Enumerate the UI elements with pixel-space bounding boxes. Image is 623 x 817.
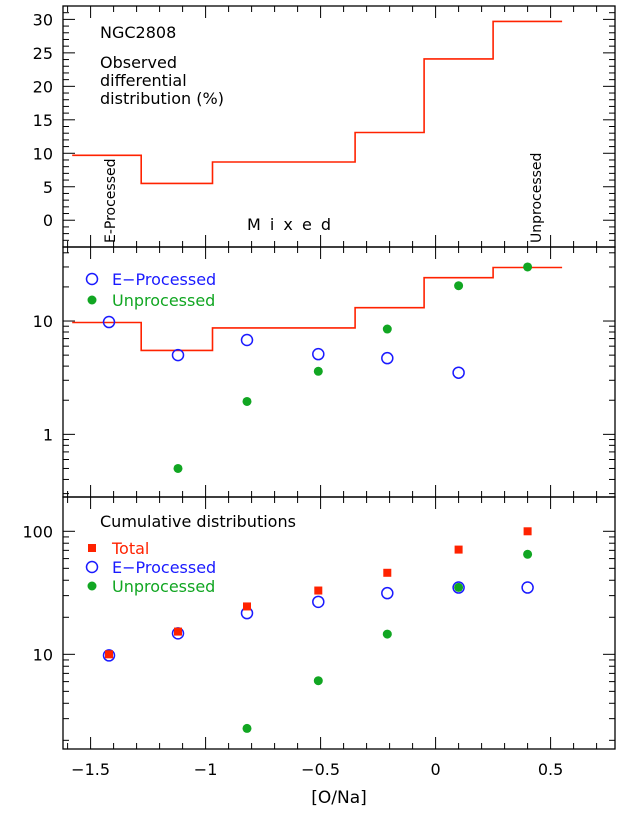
x-tick-label: −1 <box>194 760 218 779</box>
bottom-legend-marker <box>88 544 96 552</box>
x-tick-label: −0.5 <box>301 760 340 779</box>
bottom-point-eprocessed <box>452 581 465 594</box>
top-y-tick-label: 30 <box>33 10 53 29</box>
annotation-line-2: differential <box>100 71 187 90</box>
middle-point-unprocessed <box>242 396 252 406</box>
bottom-legend-marker <box>85 560 99 574</box>
bottom-point-eprocessed <box>521 581 534 594</box>
bottom-legend-marker <box>87 581 97 591</box>
middle-point-eprocessed <box>171 348 185 362</box>
middle-point-unprocessed <box>454 281 464 291</box>
bottom-y-tick-label: 10 <box>33 645 53 664</box>
middle-legend-label: E−Processed <box>112 270 216 289</box>
bottom-point-unprocessed <box>382 629 392 639</box>
bottom-legend-label: E−Processed <box>112 558 216 577</box>
bottom-point-unprocessed <box>523 549 533 559</box>
top-y-tick-label: 20 <box>33 77 53 96</box>
bottom-point-total <box>174 627 182 636</box>
bottom-panel-frame <box>62 496 616 750</box>
annotation-line-1: Observed <box>100 53 177 72</box>
middle-point-unprocessed <box>382 324 392 334</box>
bottom-panel-title: Cumulative distributions <box>100 512 296 531</box>
middle-point-unprocessed <box>523 262 533 272</box>
middle-y-tick-label: 1 <box>43 425 53 444</box>
middle-histogram-line <box>72 266 563 352</box>
bottom-point-total <box>314 586 323 595</box>
middle-point-unprocessed <box>313 366 323 376</box>
region-label-eprocessed: E-Processed <box>103 158 119 243</box>
x-tick-label: 0.5 <box>538 760 563 779</box>
top-histogram-line <box>72 20 563 185</box>
middle-point-eprocessed <box>102 315 116 329</box>
bottom-point-unprocessed <box>313 676 323 686</box>
bottom-point-eprocessed <box>312 595 325 609</box>
top-y-tick-label: 5 <box>43 178 53 197</box>
top-y-tick-label: 15 <box>33 111 53 130</box>
bottom-point-eprocessed <box>102 649 116 662</box>
middle-legend-marker <box>87 295 97 305</box>
middle-legend-label: Unprocessed <box>112 291 215 310</box>
top-y-tick-label: 25 <box>33 44 53 63</box>
middle-point-eprocessed <box>452 366 465 379</box>
cluster-name: NGC2808 <box>100 23 176 42</box>
bottom-point-unprocessed <box>242 723 252 733</box>
bottom-point-unprocessed <box>454 582 464 592</box>
middle-legend-marker <box>85 272 99 286</box>
x-tick-label: −1.5 <box>71 760 110 779</box>
annotation-line-3: distribution (%) <box>100 89 224 108</box>
region-label-unprocessed: Unprocessed <box>529 153 545 243</box>
x-axis-label: [O/Na] <box>311 788 367 808</box>
bottom-point-total <box>105 650 113 659</box>
bottom-legend-label: Unprocessed <box>112 577 215 596</box>
bottom-point-eprocessed <box>381 586 394 600</box>
middle-point-eprocessed <box>381 351 394 365</box>
middle-y-tick-label: 10 <box>33 312 53 331</box>
bottom-legend-label: Total <box>111 539 149 558</box>
top-y-tick-label: 0 <box>43 211 53 230</box>
bottom-point-total <box>454 545 463 554</box>
bottom-point-total <box>243 602 251 611</box>
bottom-point-total <box>523 527 532 536</box>
middle-point-eprocessed <box>312 347 325 361</box>
region-label-mixed: M i x e d <box>247 215 333 234</box>
bottom-point-total <box>383 568 392 577</box>
x-tick-label: 0 <box>431 760 441 779</box>
bottom-y-tick-label: 100 <box>22 522 53 541</box>
middle-point-eprocessed <box>240 333 254 347</box>
middle-point-unprocessed <box>173 463 183 473</box>
top-y-tick-label: 10 <box>33 144 53 163</box>
